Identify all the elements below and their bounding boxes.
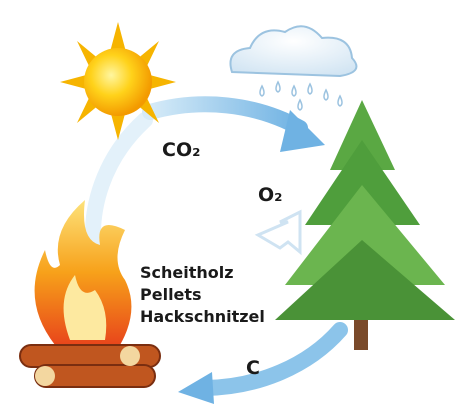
diagram: CO₂ O₂ Scheitholz Pellets Hackschnitzel …	[0, 0, 474, 414]
o2-arrow	[258, 212, 300, 252]
o2-label: O₂	[258, 184, 282, 206]
fuel-label: Hackschnitzel	[140, 307, 265, 326]
top-arc	[150, 104, 300, 128]
c-label: C	[246, 357, 260, 379]
cloud	[230, 26, 356, 110]
fuel-label: Scheitholz	[140, 263, 234, 282]
fuel-label: Pellets	[140, 285, 202, 304]
co2-label: CO₂	[162, 139, 200, 161]
bottom-arc	[205, 330, 340, 388]
arrow-head	[178, 372, 214, 404]
sun	[60, 22, 176, 140]
